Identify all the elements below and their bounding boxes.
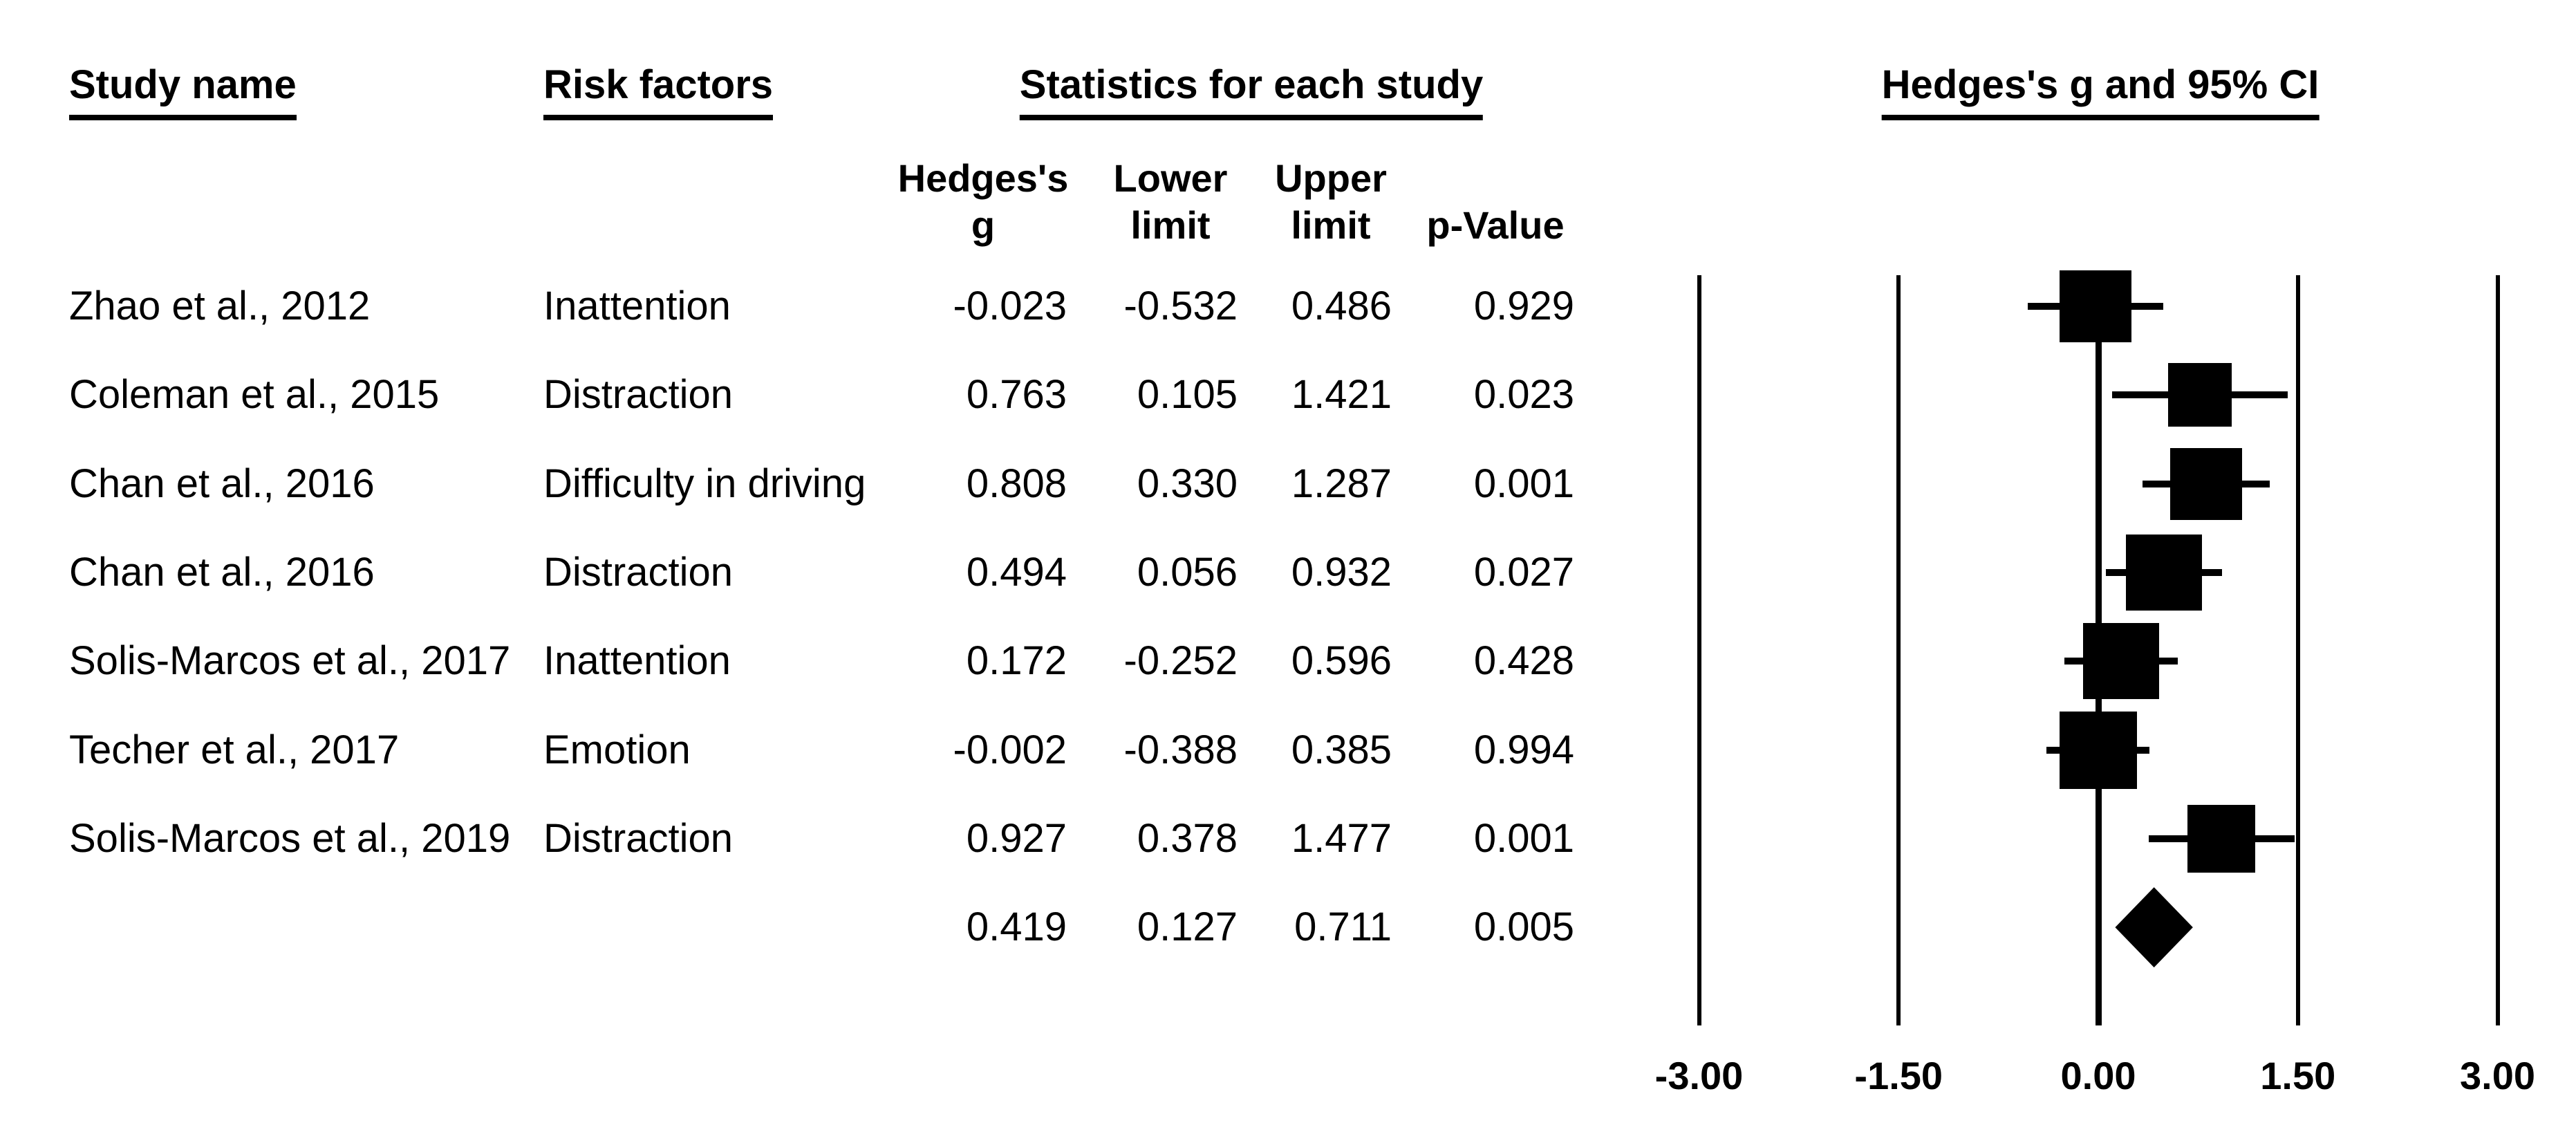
- axis-tick-label: 0.00: [2060, 1054, 2136, 1097]
- upper-limit-cell: 0.932: [1291, 549, 1392, 595]
- upper-limit-cell: 0.486: [1291, 284, 1392, 328]
- p-value-cell: 0.929: [1473, 284, 1574, 328]
- col-header-hedges-ci: Hedges's g and 95% CI: [1881, 65, 2320, 120]
- upper-limit-cell: 0.711: [1294, 904, 1392, 950]
- upper-limit-cell: 1.287: [1291, 461, 1392, 506]
- subheader-hedges-g: Hedges's g: [897, 156, 1069, 247]
- risk-factor-cell: Difficulty in driving: [543, 461, 866, 506]
- hedges-g-cell: 0.763: [966, 372, 1067, 418]
- col-header-study-name: Study name: [69, 65, 297, 120]
- axis-line-1.50: [2295, 275, 2300, 1025]
- hedges-g-cell: 0.494: [966, 549, 1067, 595]
- axis-line--3.00: [1697, 275, 1701, 1025]
- effect-square: [2059, 270, 2131, 342]
- risk-factor-cell: Inattention: [543, 638, 731, 684]
- lower-limit-cell: 0.127: [1137, 904, 1238, 950]
- lower-limit-cell: -0.388: [1123, 727, 1238, 772]
- subheader-p-value: p-Value: [1426, 203, 1565, 247]
- lower-limit-cell: -0.532: [1123, 284, 1238, 328]
- lower-limit-cell: 0.056: [1137, 549, 1238, 595]
- risk-factor-cell: Emotion: [543, 727, 691, 772]
- p-value-cell: 0.023: [1473, 372, 1574, 418]
- effect-square: [2167, 363, 2232, 427]
- hedges-g-cell: 0.927: [966, 815, 1067, 861]
- effect-square: [2083, 623, 2160, 700]
- axis-tick-label: 3.00: [2460, 1054, 2535, 1097]
- axis-tick-label: 1.50: [2260, 1054, 2336, 1097]
- axis-line-3.00: [2495, 275, 2500, 1025]
- col-header-statistics: Statistics for each study: [1019, 65, 1484, 120]
- hedges-g-cell: -0.002: [953, 727, 1067, 772]
- subheader-upper-limit: Upper limit: [1275, 156, 1387, 247]
- study-name-cell: Techer et al., 2017: [69, 727, 400, 772]
- axis-tick-label: -1.50: [1854, 1054, 1943, 1097]
- risk-factor-cell: Distraction: [543, 372, 733, 418]
- hedges-g-cell: -0.023: [953, 284, 1067, 328]
- summary-diamond: [2115, 887, 2193, 968]
- lower-limit-cell: 0.105: [1137, 372, 1238, 418]
- effect-square: [2187, 804, 2256, 873]
- upper-limit-cell: 1.477: [1291, 815, 1392, 861]
- study-name-cell: Solis-Marcos et al., 2019: [69, 815, 511, 861]
- effect-square: [2126, 534, 2203, 611]
- subheader-lower-limit: Lower limit: [1113, 156, 1228, 247]
- risk-factor-cell: Distraction: [543, 549, 733, 595]
- p-value-cell: 0.027: [1473, 549, 1574, 595]
- effect-square: [2169, 447, 2242, 520]
- lower-limit-cell: 0.378: [1137, 815, 1238, 861]
- effect-square: [2059, 711, 2137, 789]
- p-value-cell: 0.001: [1473, 815, 1574, 861]
- risk-factor-cell: Distraction: [543, 815, 733, 861]
- p-value-cell: 0.428: [1473, 638, 1574, 684]
- hedges-g-cell: 0.808: [966, 461, 1067, 506]
- lower-limit-cell: -0.252: [1123, 638, 1238, 684]
- study-name-cell: Solis-Marcos et al., 2017: [69, 638, 511, 684]
- col-header-risk-factors: Risk factors: [543, 65, 774, 120]
- study-name-cell: Zhao et al., 2012: [69, 284, 371, 328]
- upper-limit-cell: 1.421: [1291, 372, 1392, 418]
- risk-factor-cell: Inattention: [543, 284, 731, 328]
- axis-line--1.50: [1896, 275, 1901, 1025]
- hedges-g-cell: 0.419: [966, 904, 1067, 950]
- hedges-g-cell: 0.172: [966, 638, 1067, 684]
- p-value-cell: 0.994: [1473, 727, 1574, 772]
- p-value-cell: 0.001: [1473, 461, 1574, 506]
- upper-limit-cell: 0.385: [1291, 727, 1392, 772]
- axis-tick-label: -3.00: [1654, 1054, 1744, 1097]
- upper-limit-cell: 0.596: [1291, 638, 1392, 684]
- study-name-cell: Coleman et al., 2015: [69, 372, 440, 418]
- study-name-cell: Chan et al., 2016: [69, 549, 375, 595]
- p-value-cell: 0.005: [1473, 904, 1574, 950]
- lower-limit-cell: 0.330: [1137, 461, 1238, 506]
- study-name-cell: Chan et al., 2016: [69, 461, 375, 506]
